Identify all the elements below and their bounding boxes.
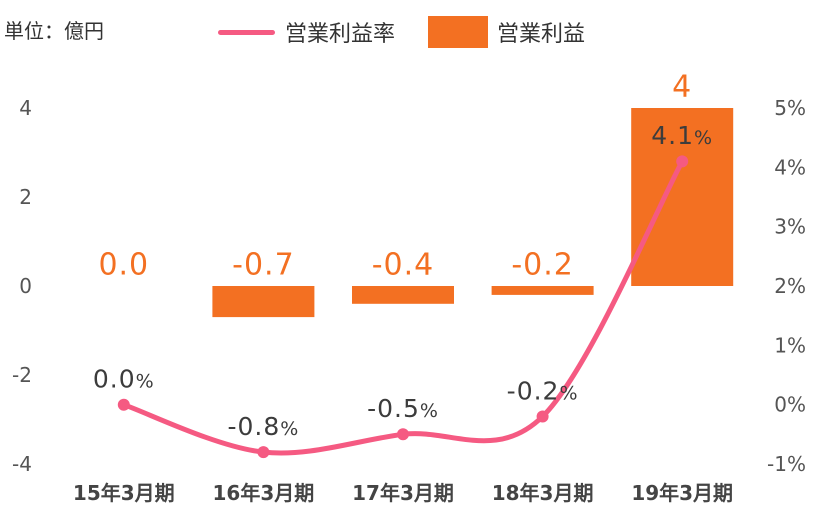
category-label: 19年3月期 xyxy=(631,481,733,505)
line-point xyxy=(117,398,130,411)
y-right-tick-label: 5% xyxy=(774,96,806,120)
line-point xyxy=(397,428,409,441)
category-label: 17年3月期 xyxy=(352,481,454,505)
bar-label: -0.2 xyxy=(511,248,574,283)
legend-item-operating-profit: 営業利益 xyxy=(428,14,585,50)
line-label: 4.1% xyxy=(651,121,713,150)
bar-label: 4 xyxy=(672,70,692,105)
y-right-tick-label: 4% xyxy=(774,155,806,179)
y-right-tick-label: 2% xyxy=(774,274,806,298)
y-axis-right: 5% 4% 3% 2% 1% 0% -1% xyxy=(767,96,806,476)
legend-label: 営業利益率 xyxy=(285,22,396,47)
bar xyxy=(491,286,594,295)
y-left-tick-label: -2 xyxy=(12,363,32,387)
y-left-tick-label: -4 xyxy=(12,452,32,476)
y-right-tick-label: -1% xyxy=(767,452,806,476)
category-label: 15年3月期 xyxy=(73,481,175,505)
legend-label: 営業利益 xyxy=(497,22,586,47)
y-right-tick-label: 3% xyxy=(774,215,806,239)
y-right-tick-label: 0% xyxy=(774,393,806,417)
y-left-tick-label: 4 xyxy=(19,96,32,120)
x-axis: 15年3月期 16年3月期 17年3月期 18年3月期 19年3月期 xyxy=(73,481,733,505)
line-series: 0.0% -0.8% -0.5% -0.2% 4.1% xyxy=(93,121,713,459)
category-label: 16年3月期 xyxy=(213,481,315,505)
bar xyxy=(352,286,454,304)
unit-label: 単位：億円 xyxy=(4,19,104,43)
line-label: -0.5% xyxy=(367,394,439,423)
y-left-tick-label: 0 xyxy=(19,274,32,298)
line-label: -0.8% xyxy=(227,412,299,441)
category-label: 18年3月期 xyxy=(492,481,594,505)
line-label: -0.2% xyxy=(507,376,579,405)
line-point xyxy=(676,155,689,168)
line-point xyxy=(536,410,549,423)
y-axis-left: 4 2 0 -2 -4 xyxy=(12,96,32,476)
bar-series: 0.0 -0.7 -0.4 -0.2 4 xyxy=(98,70,734,318)
bar xyxy=(631,108,734,286)
legend-line-swatch xyxy=(218,29,275,35)
margin-line xyxy=(121,158,685,456)
line-label: 0.0% xyxy=(93,364,155,393)
line-point xyxy=(257,446,270,459)
bar xyxy=(212,286,315,318)
bar-label: 0.0 xyxy=(98,248,149,283)
legend-bar-swatch xyxy=(428,16,488,48)
bar-label: -0.7 xyxy=(232,248,295,283)
legend-item-operating-margin: 営業利益率 xyxy=(218,14,395,50)
y-right-tick-label: 1% xyxy=(774,333,806,357)
y-left-tick-label: 2 xyxy=(19,185,32,209)
bar-label: -0.4 xyxy=(372,248,435,283)
